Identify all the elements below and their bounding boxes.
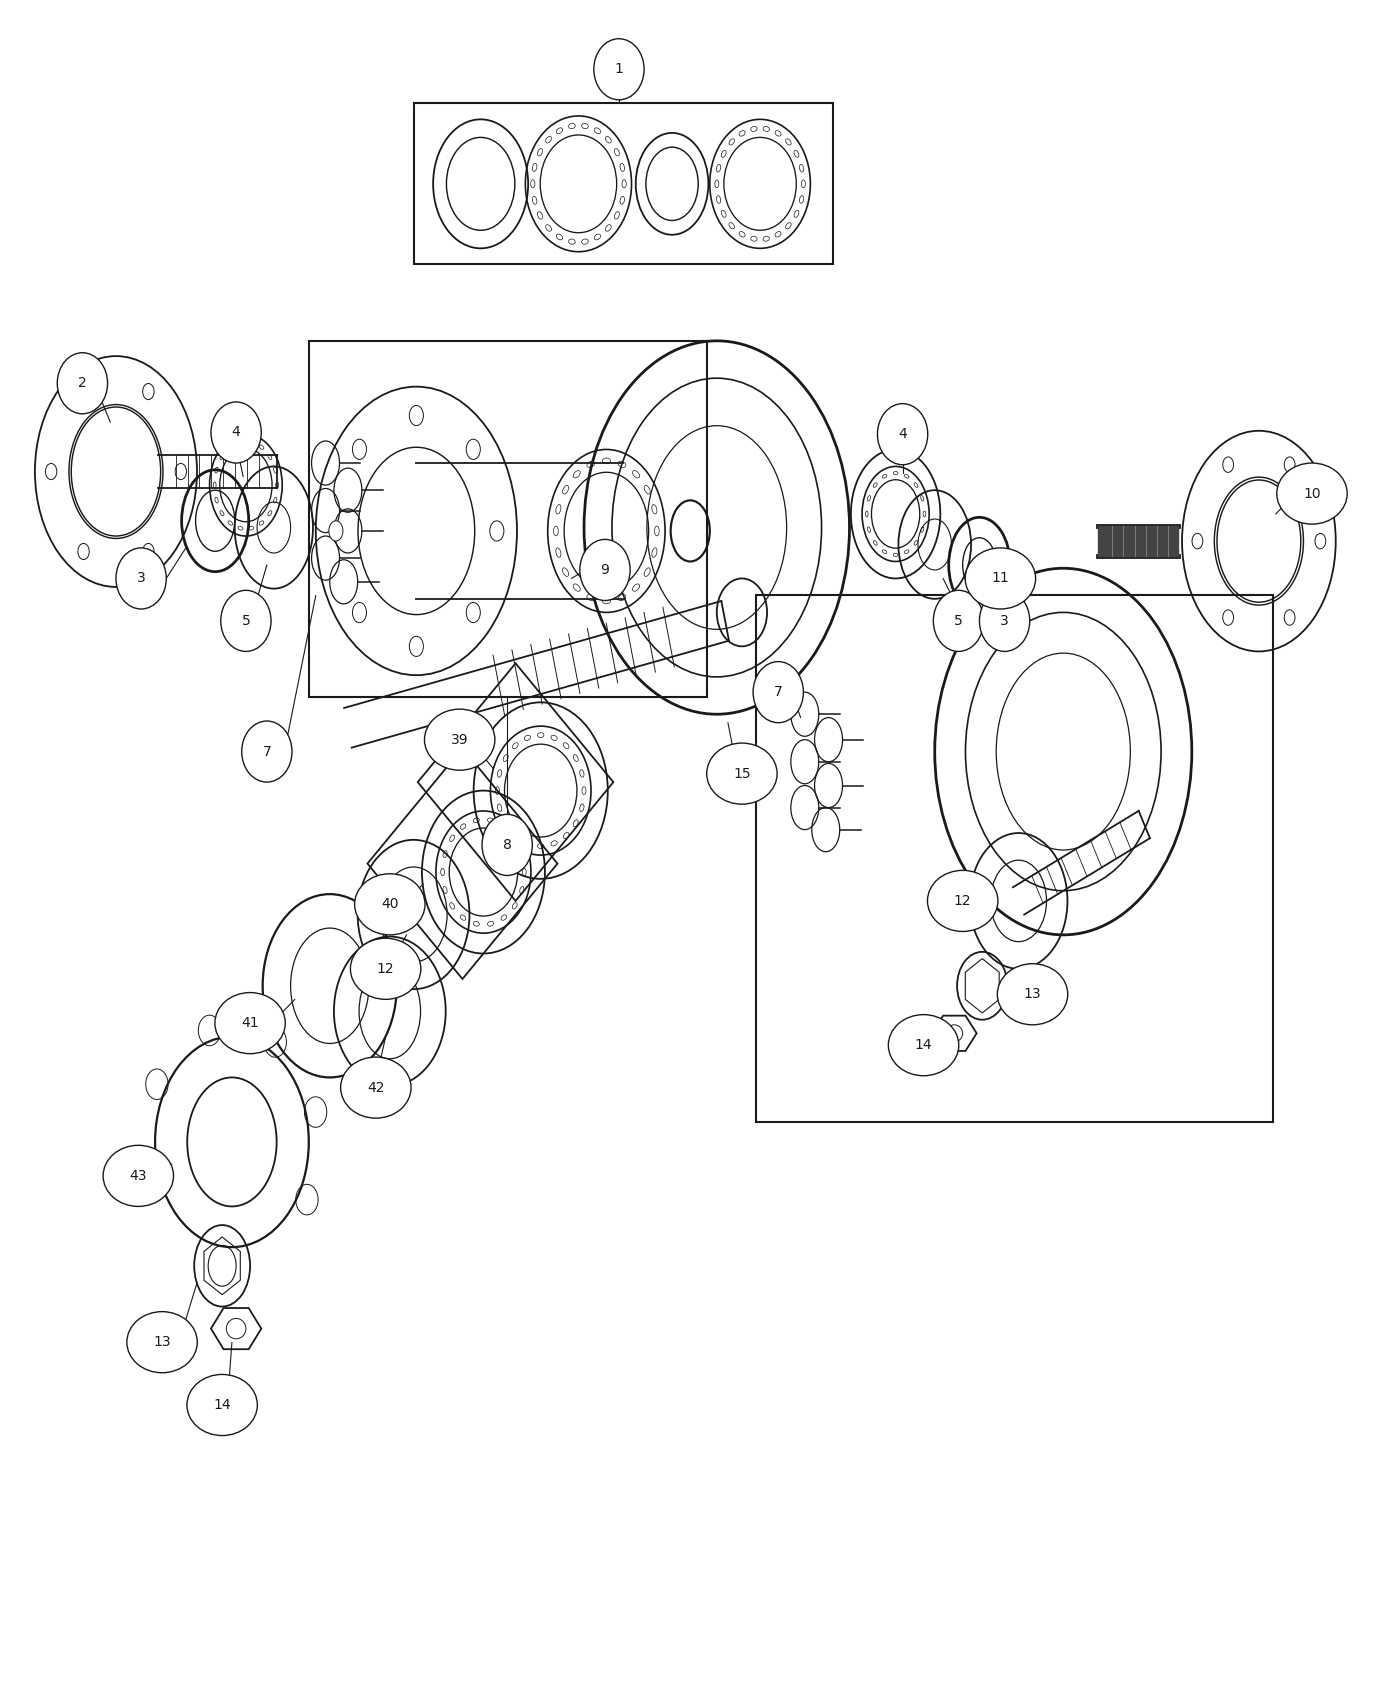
Text: 7: 7 — [262, 745, 272, 758]
Ellipse shape — [354, 874, 426, 935]
Ellipse shape — [175, 464, 186, 479]
Ellipse shape — [1315, 534, 1326, 549]
Text: 2: 2 — [78, 376, 87, 391]
Ellipse shape — [104, 1146, 174, 1207]
Ellipse shape — [214, 993, 286, 1054]
Ellipse shape — [980, 590, 1030, 651]
Ellipse shape — [353, 439, 367, 459]
Text: 39: 39 — [451, 733, 469, 746]
Ellipse shape — [424, 709, 494, 770]
Ellipse shape — [350, 938, 421, 1000]
Ellipse shape — [1284, 610, 1295, 626]
Ellipse shape — [594, 39, 644, 100]
Ellipse shape — [580, 539, 630, 600]
Ellipse shape — [116, 547, 167, 609]
Ellipse shape — [1222, 457, 1233, 473]
Ellipse shape — [1284, 457, 1295, 473]
Ellipse shape — [409, 636, 423, 656]
Text: 42: 42 — [367, 1081, 385, 1095]
Ellipse shape — [329, 520, 343, 541]
Ellipse shape — [1222, 610, 1233, 626]
Ellipse shape — [409, 405, 423, 425]
Ellipse shape — [1277, 462, 1347, 524]
Ellipse shape — [965, 547, 1036, 609]
Text: 15: 15 — [734, 767, 750, 780]
Ellipse shape — [45, 464, 57, 479]
Ellipse shape — [57, 352, 108, 413]
Text: 7: 7 — [774, 685, 783, 699]
Text: 5: 5 — [955, 614, 963, 627]
Bar — [756, 595, 1273, 1122]
Text: 14: 14 — [213, 1397, 231, 1413]
Ellipse shape — [188, 1374, 258, 1435]
Ellipse shape — [889, 1015, 959, 1076]
Ellipse shape — [707, 743, 777, 804]
Text: 9: 9 — [601, 563, 609, 576]
Text: 10: 10 — [1303, 486, 1320, 500]
Text: 12: 12 — [953, 894, 972, 908]
Ellipse shape — [934, 590, 984, 651]
Ellipse shape — [143, 544, 154, 559]
Ellipse shape — [753, 661, 804, 722]
Text: 14: 14 — [914, 1039, 932, 1052]
Text: 11: 11 — [991, 571, 1009, 585]
Ellipse shape — [211, 401, 262, 462]
Ellipse shape — [997, 964, 1068, 1025]
Ellipse shape — [127, 1312, 197, 1372]
Ellipse shape — [221, 590, 272, 651]
Ellipse shape — [878, 403, 928, 464]
Text: 5: 5 — [242, 614, 251, 627]
Text: 8: 8 — [503, 838, 511, 852]
Bar — [413, 104, 833, 265]
Ellipse shape — [927, 870, 998, 932]
Ellipse shape — [490, 520, 504, 541]
Text: 40: 40 — [381, 898, 399, 911]
Text: 1: 1 — [615, 63, 623, 76]
Ellipse shape — [466, 602, 480, 622]
Ellipse shape — [242, 721, 293, 782]
Text: 41: 41 — [241, 1017, 259, 1030]
Text: 3: 3 — [137, 571, 146, 585]
Ellipse shape — [78, 384, 90, 399]
Text: 43: 43 — [130, 1170, 147, 1183]
Ellipse shape — [1191, 534, 1203, 549]
Ellipse shape — [340, 1057, 412, 1119]
Text: 4: 4 — [899, 427, 907, 442]
Bar — [309, 340, 707, 697]
Ellipse shape — [353, 602, 367, 622]
Text: 3: 3 — [1000, 614, 1009, 627]
Text: 12: 12 — [377, 962, 395, 976]
Text: 13: 13 — [153, 1334, 171, 1350]
Ellipse shape — [78, 544, 90, 559]
Ellipse shape — [466, 439, 480, 459]
Ellipse shape — [482, 814, 532, 876]
Ellipse shape — [143, 384, 154, 399]
Text: 4: 4 — [232, 425, 241, 440]
Text: 13: 13 — [1023, 988, 1042, 1001]
